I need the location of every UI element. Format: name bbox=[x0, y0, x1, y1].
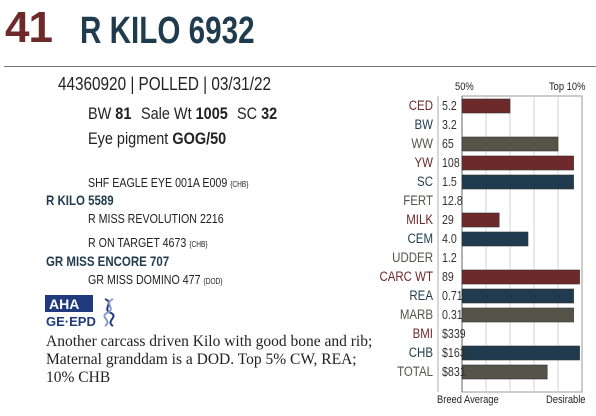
dna-helix-icon-strand bbox=[103, 298, 114, 327]
trait-label: YW bbox=[414, 155, 433, 170]
birth-weight: BW 81 bbox=[88, 104, 131, 124]
registration-line: 44360920 | POLLED | 03/31/22 bbox=[58, 74, 271, 94]
pedigree-sire-dam: R MISS REVOLUTION 2216 bbox=[88, 211, 224, 226]
sale-wt-value: 1005 bbox=[195, 104, 228, 123]
pedigree-dam: GR MISS ENCORE 707 bbox=[46, 253, 169, 269]
trait-value: 3.2 bbox=[442, 118, 457, 132]
lot-comment: Another carcass driven Kilo with good bo… bbox=[46, 333, 373, 386]
trait-value: 0.71 bbox=[442, 289, 463, 303]
bar-yw bbox=[461, 155, 574, 171]
logo-text-top: AHA bbox=[49, 296, 79, 312]
pedigree-dam-dam: GR MISS DOMINO 477 {DOD} bbox=[88, 272, 222, 287]
trait-label: CARC WT bbox=[379, 269, 433, 284]
trait-value: 4.0 bbox=[442, 232, 457, 246]
chart-bottom-label-desirable: Desirable bbox=[546, 394, 586, 406]
trait-value: 89 bbox=[442, 270, 454, 284]
trait-label: MARB bbox=[399, 307, 433, 322]
pedigree-name: GR MISS DOMINO 477 bbox=[88, 272, 201, 287]
sale-weight: Sale Wt 1005 bbox=[141, 104, 228, 124]
eye-pigment: Eye pigment GOG/50 bbox=[88, 129, 226, 149]
bar-total bbox=[461, 364, 548, 380]
chart-top-label-top10: Top 10% bbox=[549, 81, 586, 93]
bar-cem bbox=[461, 231, 529, 247]
pedigree-name: R KILO 5589 bbox=[46, 192, 114, 208]
bar-ww bbox=[461, 136, 559, 152]
lot-number: 41 bbox=[5, 3, 53, 52]
bar-chb bbox=[461, 345, 580, 361]
trait-label: BW bbox=[414, 117, 433, 132]
trait-value: $831 bbox=[442, 365, 466, 379]
logo-text-bottom: GE·EPD bbox=[46, 314, 96, 329]
pedigree-name: GR MISS ENCORE 707 bbox=[46, 253, 170, 269]
chart-top-label-50: 50% bbox=[455, 81, 474, 93]
pedigree-name: R ON TARGET 4673 bbox=[88, 235, 187, 250]
pedigree-tag: {DOD} bbox=[203, 277, 223, 286]
trait-label: CEM bbox=[407, 231, 434, 246]
trait-label: CHB bbox=[408, 345, 433, 360]
pedigree-tag: {CHB} bbox=[189, 240, 208, 249]
eye-label: Eye pigment bbox=[88, 129, 169, 148]
pedigree-sire: R KILO 5589 bbox=[46, 192, 114, 208]
chart-bars bbox=[461, 98, 580, 380]
bar-rea bbox=[461, 288, 574, 304]
trait-label: MILK bbox=[406, 212, 433, 227]
trait-label: CED bbox=[408, 98, 433, 113]
bar-carc-wt bbox=[461, 269, 580, 285]
trait-value: 65 bbox=[442, 137, 454, 151]
pedigree-tag: {CHB} bbox=[230, 180, 249, 189]
trait-value: 12.8 bbox=[442, 194, 463, 208]
trait-value: 1.2 bbox=[442, 251, 457, 265]
bar-milk bbox=[461, 212, 500, 228]
trait-label: TOTAL bbox=[397, 364, 433, 379]
trait-value: 29 bbox=[442, 213, 454, 227]
trait-value: 0.31 bbox=[442, 308, 463, 322]
bar-sc bbox=[461, 174, 574, 190]
logo-top-band bbox=[45, 295, 93, 312]
trait-label: WW bbox=[411, 136, 433, 151]
trait-value: $163 bbox=[442, 346, 466, 360]
animal-name: R KILO 6932 bbox=[80, 10, 255, 52]
trait-label: REA bbox=[409, 288, 433, 303]
bar-marb bbox=[461, 307, 574, 323]
pedigree-sire-sire: SHF EAGLE EYE 001A E009 {CHB} bbox=[88, 175, 248, 190]
bw-value: 81 bbox=[115, 104, 132, 123]
trait-label: SC bbox=[417, 174, 433, 189]
chart-bottom-label-average: Breed Average bbox=[437, 394, 499, 406]
bw-label: BW bbox=[88, 104, 112, 123]
trait-value: $339 bbox=[442, 327, 466, 341]
pedigree-name: SHF EAGLE EYE 001A E009 bbox=[88, 175, 228, 190]
trait-label: FERT bbox=[403, 193, 433, 208]
header-divider bbox=[4, 66, 596, 67]
trait-value: 5.2 bbox=[442, 99, 457, 113]
pedigree-dam-sire: R ON TARGET 4673 {CHB} bbox=[88, 235, 208, 250]
scrotal-circumference: SC 32 bbox=[237, 104, 277, 124]
trait-label: BMI bbox=[412, 326, 433, 341]
eye-value: GOG/50 bbox=[172, 129, 227, 148]
sale-wt-label: Sale Wt bbox=[141, 104, 192, 123]
pedigree-name: R MISS REVOLUTION 2216 bbox=[88, 211, 224, 226]
trait-label: UDDER bbox=[392, 250, 433, 265]
trait-value: 108 bbox=[442, 156, 460, 170]
sc-label: SC bbox=[237, 104, 258, 123]
trait-value: 1.5 bbox=[442, 175, 457, 189]
bar-ced bbox=[461, 98, 511, 114]
sc-value: 32 bbox=[261, 104, 278, 123]
aha-ge-epd-logo: AHA GE·EPD bbox=[45, 295, 115, 329]
